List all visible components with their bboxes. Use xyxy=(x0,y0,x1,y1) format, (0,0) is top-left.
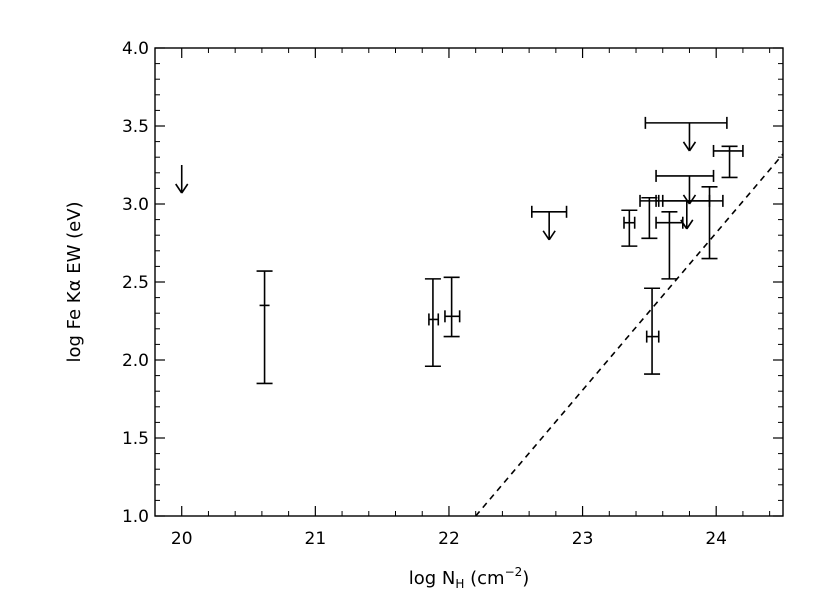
upper-limit-arrow-head xyxy=(682,141,691,152)
data-marks xyxy=(175,116,744,385)
x-axis-title-unit-open: (cm xyxy=(464,568,504,589)
upper-limit-arrow-head xyxy=(175,183,183,194)
data-point xyxy=(443,276,461,338)
upper-limit xyxy=(530,205,568,241)
data-point xyxy=(256,270,273,385)
upper-limit-arrow-head xyxy=(688,194,697,205)
data-point xyxy=(655,211,684,280)
upper-limit xyxy=(644,116,728,152)
data-point xyxy=(621,209,638,247)
data-point xyxy=(644,287,661,375)
upper-limit-arrow-head xyxy=(542,230,550,241)
upper-limit-arrow-head xyxy=(680,219,688,230)
upper-limit-arrow-head xyxy=(682,194,691,205)
y-tick-label: 2.5 xyxy=(122,273,149,293)
reference-line-group xyxy=(475,153,784,517)
x-axis-title: log NH (cm−2) xyxy=(409,565,530,591)
upper-limit-arrow-head xyxy=(548,230,556,241)
x-axis-title-prefix: log N xyxy=(409,568,456,589)
y-tick-label: 3.0 xyxy=(122,195,149,215)
x-tick-label: 23 xyxy=(572,529,594,549)
x-axis-title-unit-close: ) xyxy=(522,568,529,589)
x-tick-label: 24 xyxy=(705,529,727,549)
y-tick-label: 1.5 xyxy=(122,429,149,449)
y-tick-label: 2.0 xyxy=(122,351,149,371)
x-tick-label: 21 xyxy=(305,529,327,549)
y-tick-label: 4.0 xyxy=(122,39,149,59)
x-tick-label: 22 xyxy=(438,529,460,549)
upper-limit xyxy=(175,165,189,194)
x-tick-label: 20 xyxy=(171,529,193,549)
upper-limit-arrow-head xyxy=(181,183,189,194)
axis-ticks: 20 21 22 23 24 1.0 1.5 2.0 2.5 3.0 3.5 4.0 xyxy=(122,39,783,549)
upper-limit xyxy=(661,194,711,230)
upper-limit-arrow-head xyxy=(688,141,697,152)
y-axis-title: log Fe Kα EW (eV) xyxy=(64,201,85,362)
data-point xyxy=(424,278,441,368)
dashed-reference-line xyxy=(475,153,784,517)
upper-limit-arrow-head xyxy=(686,219,694,230)
plot-frame xyxy=(154,47,784,517)
y-tick-label: 3.5 xyxy=(122,117,149,137)
y-tick-label: 1.0 xyxy=(122,507,149,527)
upper-limit xyxy=(655,169,715,205)
x-axis-title-subscript: H xyxy=(455,577,464,591)
data-point xyxy=(712,144,744,179)
x-axis-title-superscript: −2 xyxy=(505,565,523,579)
